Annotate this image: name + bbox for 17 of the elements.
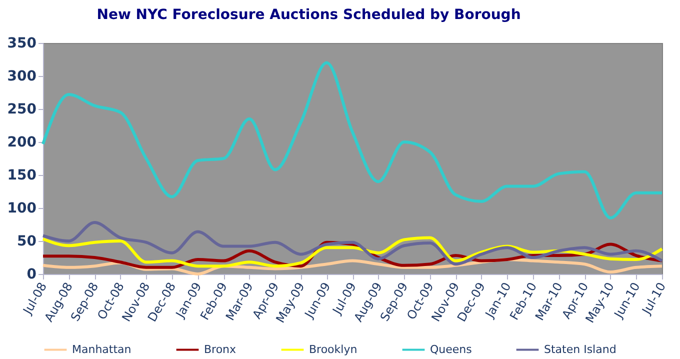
legend-label: Staten Island (544, 342, 616, 356)
legend-label: Queens (430, 342, 472, 356)
y-tick-label: 250 (7, 102, 37, 118)
y-tick-label: 0 (26, 266, 37, 282)
y-tick-label: 150 (7, 168, 37, 184)
line-series (42, 236, 664, 268)
line-series (42, 61, 664, 220)
y-tick-label: 100 (7, 200, 37, 216)
legend-label: Manhattan (72, 342, 132, 356)
chart-title: New NYC Foreclosure Auctions Scheduled by Borough (96, 7, 521, 23)
y-tick-label: 300 (7, 68, 37, 84)
y-tick-label: 200 (7, 134, 37, 150)
y-tick-label: 350 (7, 36, 37, 52)
legend-label: Brooklyn (309, 342, 358, 356)
line-series (42, 221, 664, 266)
legend-label: Bronx (204, 342, 237, 356)
y-tick-label: 50 (17, 234, 37, 250)
